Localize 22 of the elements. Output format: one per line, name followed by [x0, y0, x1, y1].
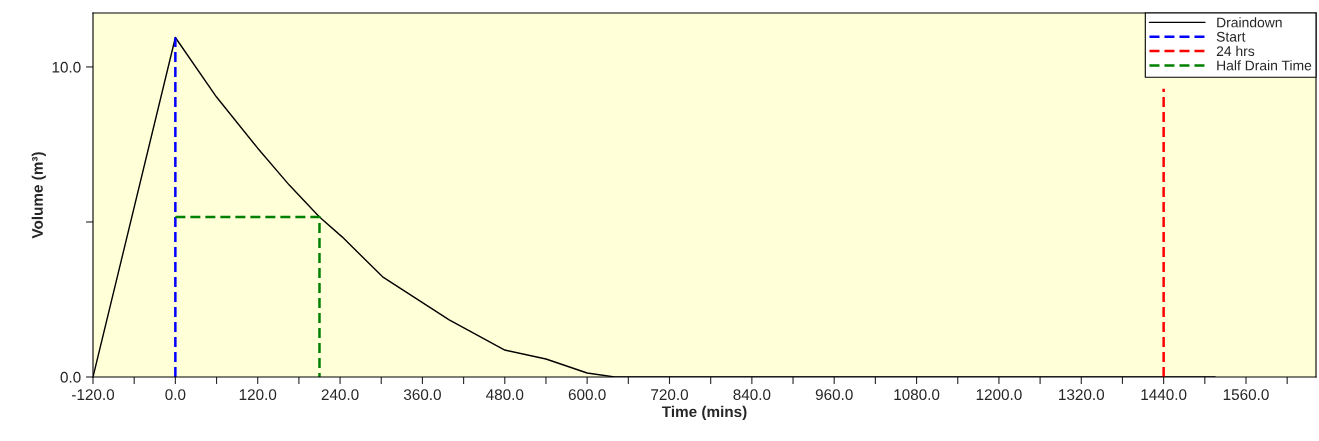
legend-label: Draindown — [1217, 17, 1282, 28]
y-axis-title: Volume (m³) — [31, 152, 46, 239]
x-tick-label: 1560.0 — [1223, 389, 1269, 401]
x-tick-label: -120.0 — [72, 389, 115, 401]
x-tick-label: 1200.0 — [976, 389, 1022, 401]
x-tick-label: 720.0 — [651, 389, 689, 401]
x-tick-label: 840.0 — [733, 389, 771, 401]
legend-label: Start — [1216, 31, 1246, 42]
x-tick-label: 0.0 — [165, 389, 186, 401]
x-tick-label: 960.0 — [815, 389, 853, 401]
x-tick-label: 600.0 — [568, 389, 606, 401]
x-tick-label: 360.0 — [403, 389, 441, 401]
x-axis-title: Time (mins) — [661, 405, 747, 421]
x-tick-label: 1440.0 — [1141, 389, 1187, 401]
x-tick-label: 480.0 — [486, 389, 524, 401]
x-tick-label: 120.0 — [239, 389, 277, 401]
legend-label: Half Drain Time — [1217, 60, 1312, 71]
x-tick-label: 1320.0 — [1059, 389, 1105, 401]
x-tick-label: 1080.0 — [894, 389, 940, 401]
x-tick-label: 240.0 — [321, 389, 359, 401]
y-tick-label: 10.0 — [52, 61, 81, 73]
legend-label: 24 hrs — [1216, 45, 1255, 57]
